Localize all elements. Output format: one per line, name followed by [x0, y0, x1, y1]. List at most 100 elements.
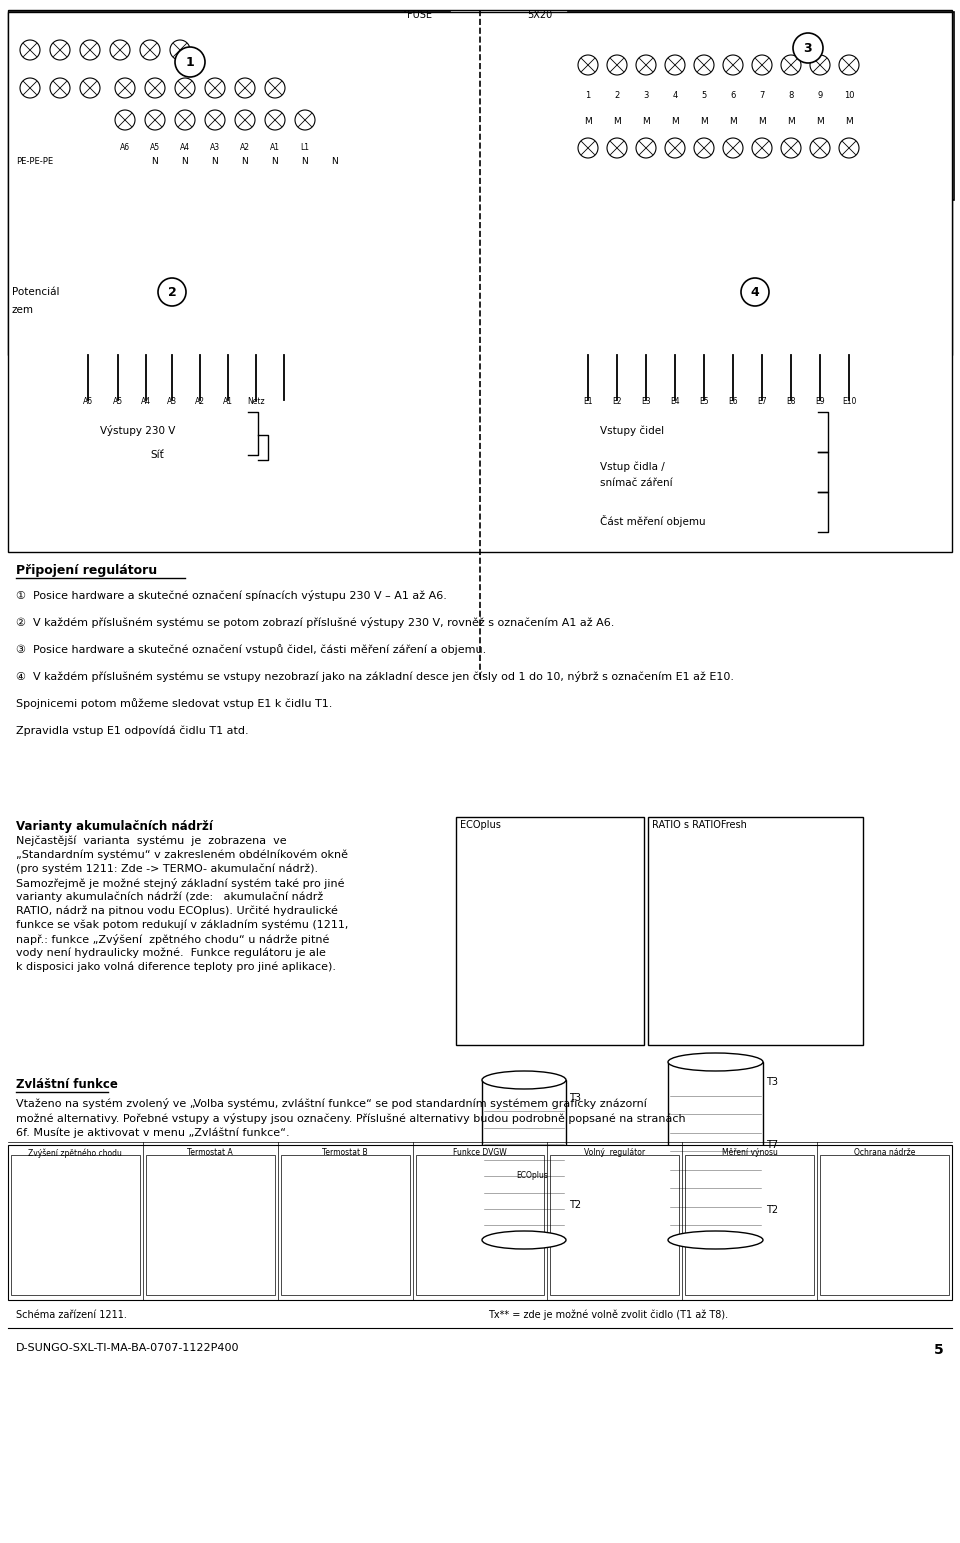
Text: k disposici jako volná diference teploty pro jiné aplikace).: k disposici jako volná diference teploty…: [16, 961, 336, 972]
Circle shape: [665, 137, 685, 157]
Circle shape: [295, 110, 315, 130]
Text: 5: 5: [702, 91, 707, 99]
Bar: [579, 28, 597, 35]
Bar: [664, 390, 686, 403]
Bar: [236, 147, 254, 153]
Text: Netz: Netz: [247, 397, 265, 406]
Text: ②  V každém příslušném systému se potom zobrazí příslušné výstupy 230 V, rovněž : ② V každém příslušném systému se potom z…: [16, 617, 614, 628]
Bar: [579, 153, 597, 160]
Text: A6: A6: [120, 143, 130, 153]
Circle shape: [781, 137, 801, 157]
Text: E7: E7: [757, 397, 767, 406]
Bar: [668, 1062, 763, 1241]
Bar: [217, 390, 239, 403]
Circle shape: [205, 79, 225, 99]
Text: M: M: [584, 117, 592, 127]
Text: N: N: [242, 157, 249, 167]
Circle shape: [235, 79, 255, 99]
Bar: [416, 1156, 544, 1295]
Text: Připojení regulátoru: Připojení regulátoru: [16, 565, 157, 577]
Text: L1: L1: [300, 143, 309, 153]
Circle shape: [665, 56, 685, 76]
Text: T2: T2: [569, 1200, 581, 1210]
Text: PE-PE-PE: PE-PE-PE: [16, 157, 53, 167]
Text: snímač záření: snímač záření: [600, 478, 673, 488]
Bar: [482, 1080, 566, 1241]
Text: N: N: [272, 157, 278, 167]
Text: 5X20: 5X20: [527, 9, 553, 20]
Bar: [606, 390, 628, 403]
Bar: [753, 153, 771, 160]
Text: M: M: [816, 117, 824, 127]
Text: E3: E3: [641, 397, 651, 406]
Text: M: M: [787, 117, 795, 127]
Circle shape: [175, 110, 195, 130]
Text: Výstupy 230 V: Výstupy 230 V: [100, 424, 176, 437]
Text: Zvýšení zpětného chodu: Zvýšení zpětného chodu: [29, 1148, 122, 1157]
Bar: [577, 390, 599, 403]
Text: A5: A5: [150, 143, 160, 153]
Text: 10: 10: [844, 91, 854, 99]
Circle shape: [810, 137, 830, 157]
Ellipse shape: [668, 1231, 763, 1248]
Circle shape: [265, 110, 285, 130]
Bar: [782, 153, 800, 160]
Circle shape: [145, 79, 165, 99]
Bar: [8, 1145, 952, 1301]
Text: A1: A1: [270, 143, 280, 153]
Bar: [8, 12, 952, 552]
Circle shape: [175, 79, 195, 99]
Text: A3: A3: [167, 397, 177, 406]
Bar: [637, 153, 655, 160]
Bar: [648, 816, 863, 1045]
Bar: [695, 153, 713, 160]
Text: Vstupy čidel: Vstupy čidel: [600, 424, 664, 435]
Bar: [550, 1156, 680, 1295]
Bar: [608, 153, 626, 160]
Bar: [11, 1156, 140, 1295]
Text: Měření výnosu: Měření výnosu: [722, 1148, 778, 1157]
Text: funkce se však potom redukují v základním systému (1211,: funkce se však potom redukují v základní…: [16, 920, 348, 930]
Circle shape: [20, 40, 40, 60]
Bar: [206, 147, 224, 153]
Text: Vstup čidla /: Vstup čidla /: [600, 461, 664, 472]
Text: 6: 6: [731, 91, 735, 99]
Bar: [637, 28, 655, 35]
Bar: [10, 12, 405, 230]
Circle shape: [145, 110, 165, 130]
Bar: [146, 1156, 275, 1295]
Ellipse shape: [482, 1071, 566, 1089]
Bar: [780, 390, 802, 403]
Text: Termostat A: Termostat A: [187, 1148, 233, 1157]
Text: možné alternativy. Pořebné vstupy a výstupy jsou označeny. Příslušné alternativy: možné alternativy. Pořebné vstupy a výst…: [16, 1113, 685, 1123]
Bar: [176, 147, 194, 153]
Bar: [10, 15, 400, 25]
Text: N: N: [181, 157, 188, 167]
Circle shape: [578, 137, 598, 157]
Text: T3: T3: [569, 1092, 581, 1103]
Circle shape: [723, 137, 743, 157]
Circle shape: [50, 40, 70, 60]
Bar: [751, 390, 773, 403]
Circle shape: [110, 40, 130, 60]
Text: 6f. Musíte je aktivovat v menu „Zvláštní funkce“.: 6f. Musíte je aktivovat v menu „Zvláštní…: [16, 1128, 290, 1139]
Circle shape: [20, 79, 40, 99]
Circle shape: [115, 79, 135, 99]
Circle shape: [839, 137, 859, 157]
Text: Volný  regulátor: Volný regulátor: [585, 1148, 645, 1157]
Bar: [135, 390, 157, 403]
Bar: [412, 19, 443, 43]
Bar: [77, 390, 99, 403]
Bar: [176, 123, 194, 133]
Bar: [838, 390, 860, 403]
Circle shape: [140, 40, 160, 60]
Circle shape: [170, 40, 190, 60]
Text: T3: T3: [766, 1077, 778, 1086]
Text: 2: 2: [614, 91, 619, 99]
Bar: [280, 1156, 410, 1295]
Bar: [236, 123, 254, 133]
Bar: [266, 123, 284, 133]
Text: 7: 7: [759, 91, 765, 99]
Bar: [635, 390, 657, 403]
Text: N: N: [152, 157, 158, 167]
